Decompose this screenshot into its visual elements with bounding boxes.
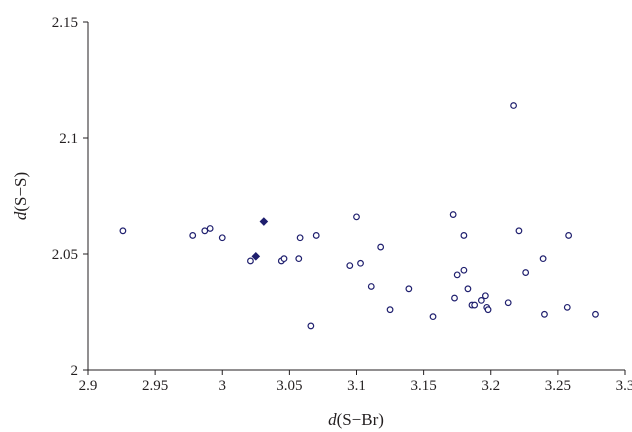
data-point-open-circle xyxy=(189,232,197,239)
data-point-open-circle xyxy=(218,234,226,242)
data-point-open-circle xyxy=(367,283,375,290)
data-point-open-circle xyxy=(280,255,288,263)
data-point-open-circle xyxy=(484,306,492,314)
data-point-open-circle xyxy=(451,294,458,302)
data-point-open-circle xyxy=(471,301,479,309)
data-point-open-circle xyxy=(307,322,315,330)
data-points xyxy=(119,102,599,330)
y-axis-title-italic: d xyxy=(11,211,30,220)
y-tick-label: 2.05 xyxy=(52,247,78,263)
data-point-open-circle xyxy=(464,285,472,293)
data-point-open-circle xyxy=(119,227,127,235)
data-point-filled-diamond xyxy=(251,252,261,261)
data-point-open-circle xyxy=(539,255,547,263)
data-point-open-circle xyxy=(206,225,214,232)
data-point-open-circle xyxy=(201,227,209,235)
data-point-open-circle xyxy=(295,255,303,263)
tick-labels: 2.9 2.95 3 3.05 3.1 3.15 3.2 3.25 3.3 2 2.05 2.1 2.1… xyxy=(52,15,632,394)
data-point-open-circle xyxy=(449,211,457,218)
x-axis-title-italic: d xyxy=(328,410,337,429)
y-tick-label: 2.1 xyxy=(59,131,78,147)
data-point-open-circle xyxy=(453,271,461,279)
data-point-open-circle xyxy=(429,313,437,321)
x-tick-label: 3.1 xyxy=(347,378,366,394)
data-point-open-circle xyxy=(504,299,512,307)
x-tick-label: 3 xyxy=(219,378,227,394)
data-point-open-circle xyxy=(353,213,360,221)
data-point-open-circle xyxy=(565,232,573,239)
data-point-open-circle xyxy=(377,243,385,251)
x-tick-label: 3.25 xyxy=(545,378,571,394)
data-point-open-circle xyxy=(522,269,530,276)
data-point-open-circle xyxy=(592,310,599,318)
y-tick-label: 2 xyxy=(71,363,79,379)
data-point-open-circle xyxy=(515,227,523,235)
x-tick-label: 2.95 xyxy=(142,378,168,394)
data-point-open-circle xyxy=(296,234,304,242)
axes xyxy=(87,22,625,371)
y-axis-title: d(S−S) xyxy=(11,172,30,220)
data-point-open-circle xyxy=(312,232,320,239)
data-point-open-circle xyxy=(481,292,489,300)
data-point-open-circle xyxy=(541,310,548,318)
data-point-open-circle xyxy=(346,262,354,270)
x-tick-label: 2.9 xyxy=(79,378,98,394)
data-point-open-circle xyxy=(563,303,571,311)
x-tick-label: 3.2 xyxy=(481,378,500,394)
data-point-open-circle xyxy=(460,266,468,274)
data-point-open-circle xyxy=(510,102,517,109)
x-axis-title: d(S−Br) xyxy=(328,410,384,429)
tick-marks xyxy=(83,21,626,375)
data-point-open-circle xyxy=(405,285,413,293)
data-point-filled-diamond xyxy=(259,217,269,226)
x-tick-label: 3.15 xyxy=(411,378,437,394)
y-axis-title-rest: (S−S) xyxy=(11,172,30,212)
data-point-open-circle xyxy=(477,297,485,304)
x-tick-label: 3.3 xyxy=(616,378,632,394)
y-tick-label: 2.15 xyxy=(52,15,78,31)
data-point-open-circle xyxy=(386,306,394,314)
data-point-open-circle xyxy=(357,259,364,267)
data-point-open-circle xyxy=(247,257,254,265)
x-tick-label: 3.05 xyxy=(276,378,302,394)
data-point-open-circle xyxy=(460,232,468,239)
x-axis-title-rest: (S−Br) xyxy=(337,410,384,429)
